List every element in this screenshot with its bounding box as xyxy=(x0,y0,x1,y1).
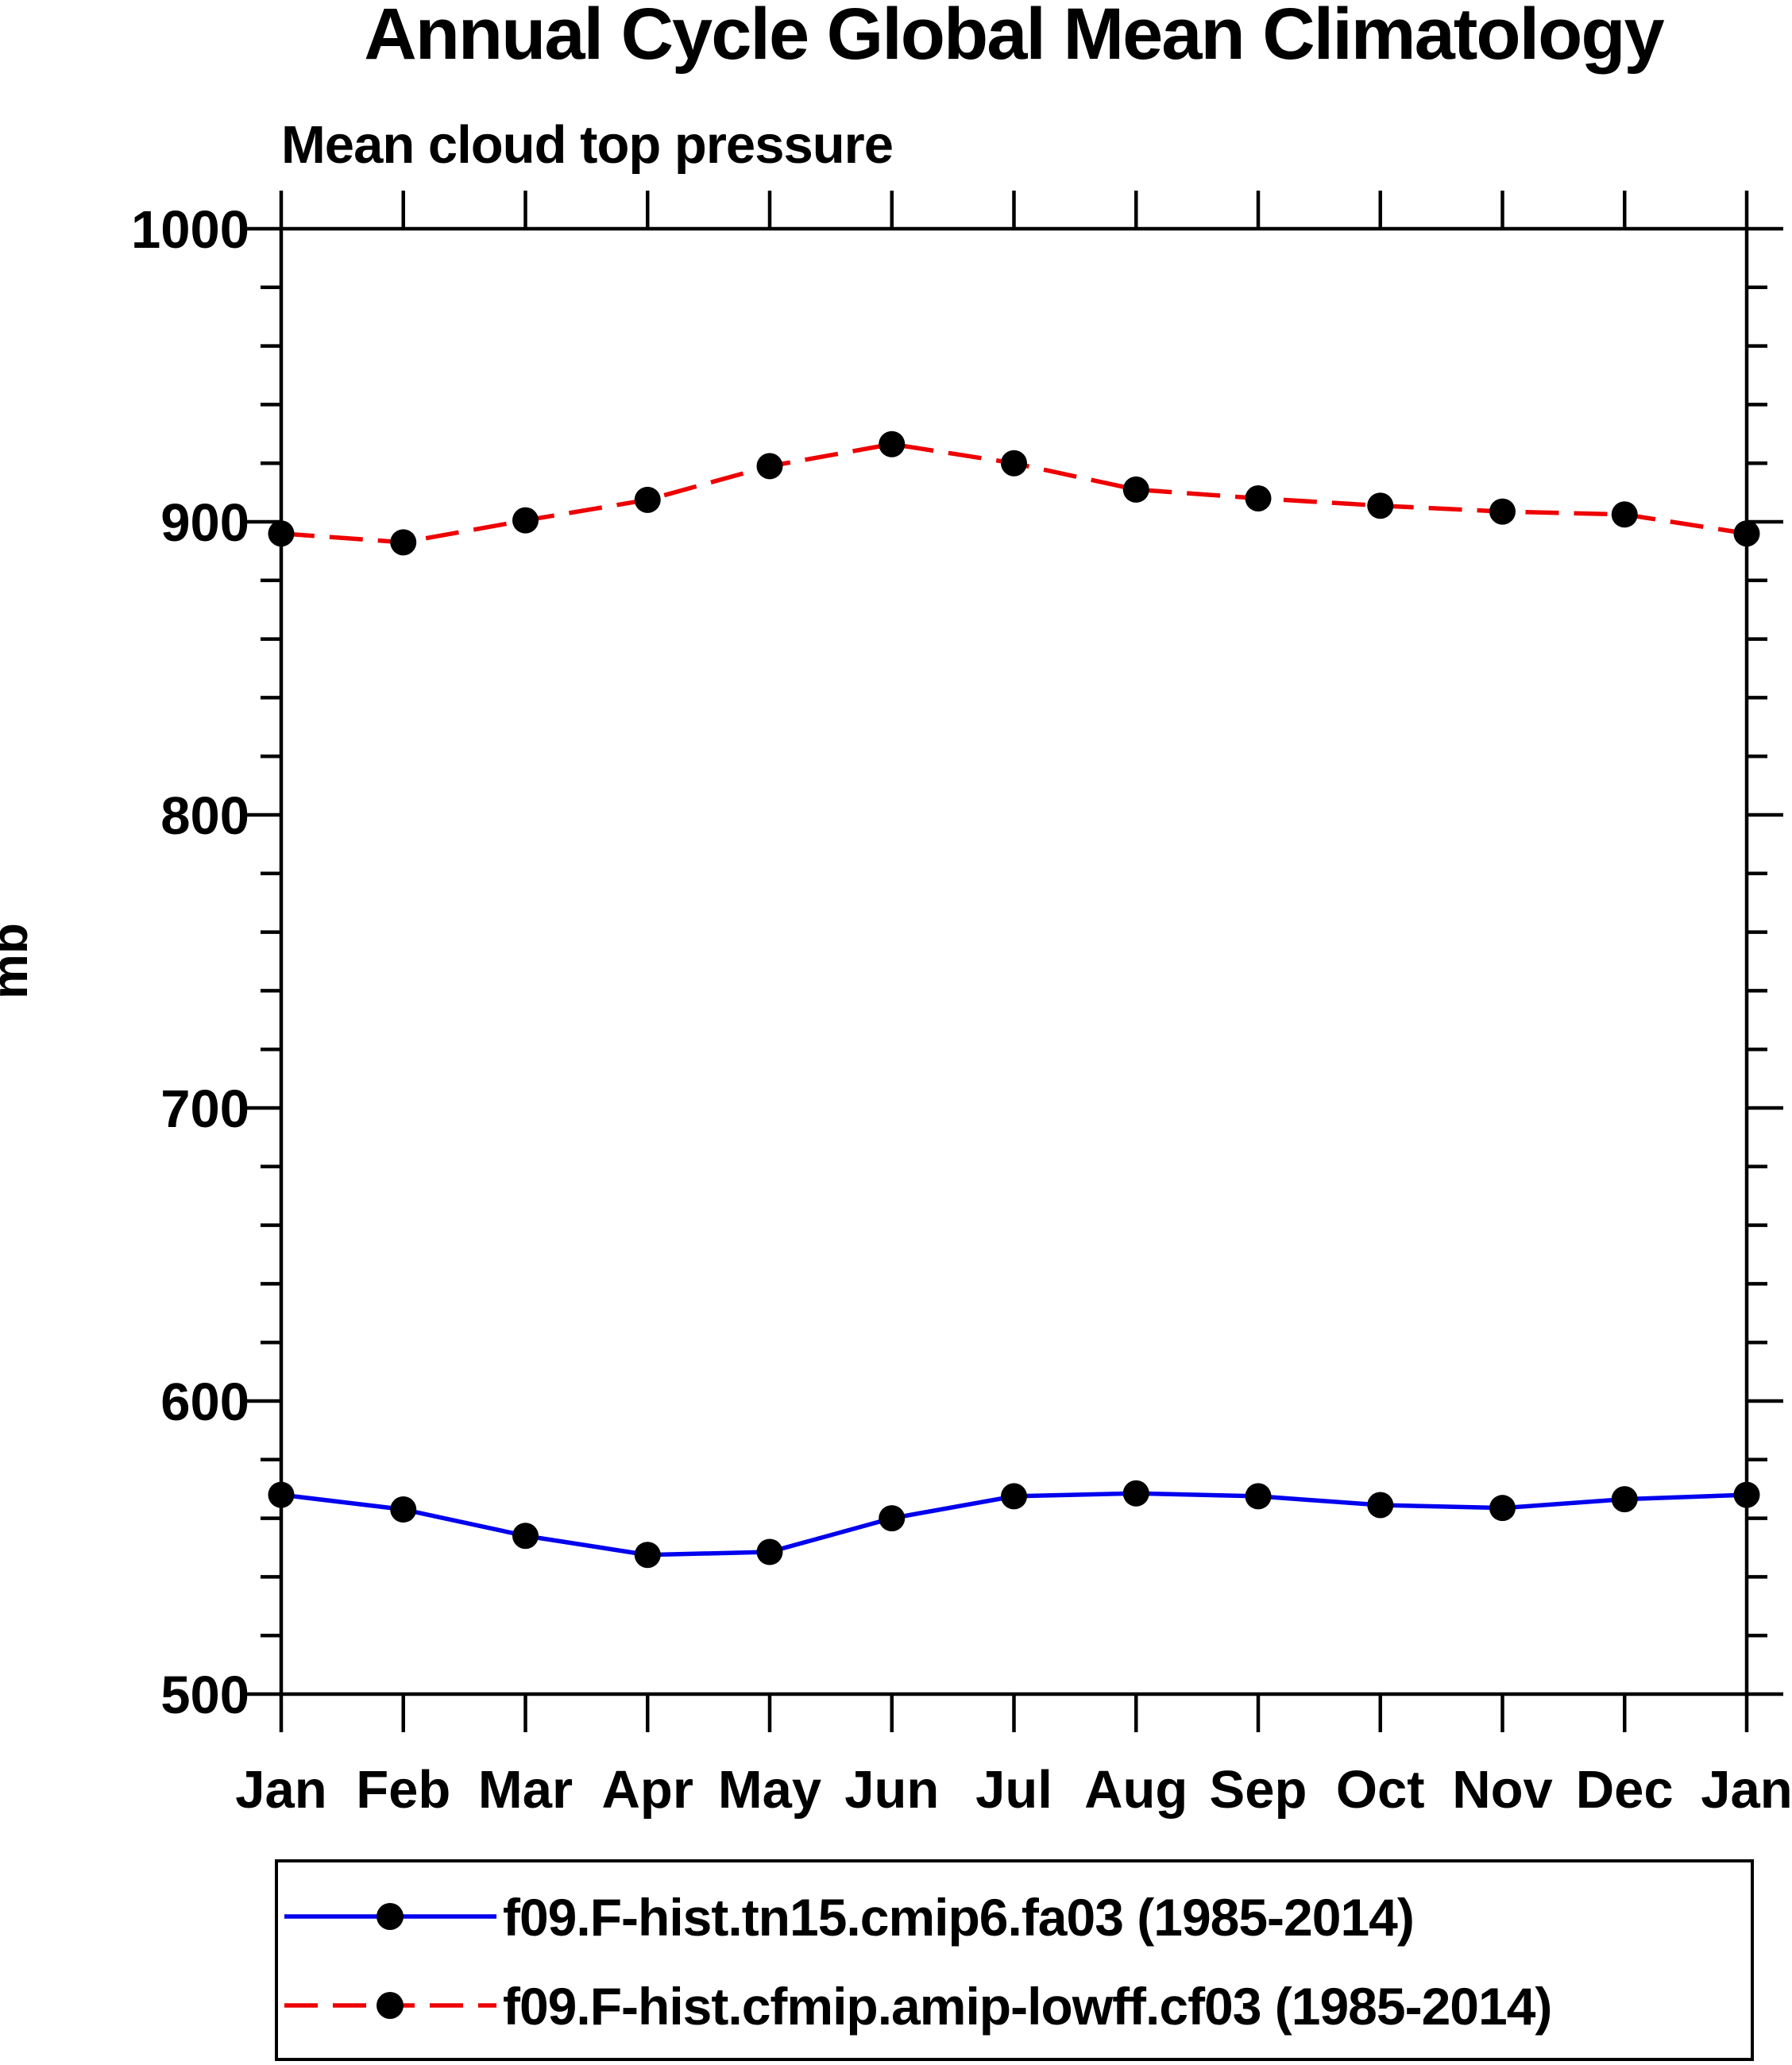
legend-entry-label-1: f09.F-hist.tn15.cmip6.fa03 (1985-2014) xyxy=(503,1888,1414,1947)
x-tick-label: Jul xyxy=(975,1760,1052,1820)
data-point-marker xyxy=(1733,1481,1760,1508)
y-tick-label: 700 xyxy=(160,1079,249,1139)
plot-frame xyxy=(279,226,1749,1696)
data-point-marker xyxy=(634,1542,661,1569)
data-point-marker xyxy=(512,507,539,534)
x-tick-label: Feb xyxy=(356,1760,450,1820)
y-tick-label: 500 xyxy=(160,1666,249,1725)
data-point-marker xyxy=(1367,492,1394,519)
data-point-marker xyxy=(1245,1483,1272,1510)
data-point-marker xyxy=(268,520,295,547)
data-point-marker xyxy=(1001,450,1027,477)
legend-marker-sample xyxy=(377,1992,404,2019)
data-point-marker xyxy=(879,430,906,457)
data-point-marker xyxy=(1122,1480,1149,1507)
data-point-marker xyxy=(1245,484,1272,511)
y-tick-label: 600 xyxy=(160,1372,249,1432)
data-point-marker xyxy=(1611,1486,1638,1513)
data-point-marker xyxy=(756,1538,783,1565)
data-point-marker xyxy=(634,486,661,513)
data-point-marker xyxy=(756,453,783,480)
data-point-marker xyxy=(268,1481,295,1508)
data-point-marker xyxy=(1489,1495,1516,1522)
y-tick-label: 900 xyxy=(160,493,249,553)
legend-box xyxy=(275,1859,1754,2061)
legend-entry-label-2: f09.F-hist.cfmip.amip-lowff.cf03 (1985-2… xyxy=(503,1977,1551,2036)
data-point-marker xyxy=(512,1523,539,1550)
axis-ticks xyxy=(245,191,1783,1732)
legend: f09.F-hist.tn15.cmip6.fa03 (1985-2014) f… xyxy=(275,1859,1754,2061)
chart-subtitle: Mean cloud top pressure xyxy=(281,115,893,175)
x-axis-tick-labels: Jan Feb Mar Apr May Jun Jul Aug Sep Oct Nov Dec Jan xyxy=(235,1760,1792,1820)
x-tick-label: Jan xyxy=(1701,1760,1792,1820)
data-point-marker xyxy=(390,529,417,556)
y-tick-label: 1000 xyxy=(131,200,249,260)
y-axis-tick-labels: 1000 900 800 700 600 500 xyxy=(131,200,249,1725)
x-tick-label: Nov xyxy=(1452,1760,1553,1820)
x-tick-label: Sep xyxy=(1210,1760,1307,1820)
data-point-marker xyxy=(879,1505,906,1532)
data-point-marker xyxy=(1122,476,1149,503)
chart-title: Annual Cycle Global Mean Climatology xyxy=(364,0,1664,75)
data-point-marker xyxy=(1367,1492,1394,1519)
x-tick-label: May xyxy=(718,1760,821,1820)
x-tick-label: Oct xyxy=(1336,1760,1425,1820)
legend-symbols xyxy=(284,1903,496,2019)
x-tick-label: Dec xyxy=(1576,1760,1674,1820)
y-tick-label: 800 xyxy=(160,786,249,846)
x-tick-label: Apr xyxy=(602,1760,693,1820)
data-point-marker xyxy=(1611,501,1638,528)
x-tick-label: Jun xyxy=(844,1760,939,1820)
x-tick-label: Jan xyxy=(235,1760,326,1820)
x-tick-label: Mar xyxy=(478,1760,573,1820)
y-axis-unit-label: mb xyxy=(0,923,38,999)
data-point-marker xyxy=(1489,498,1516,525)
data-point-marker xyxy=(390,1496,417,1523)
x-tick-label: Aug xyxy=(1084,1760,1188,1820)
data-series xyxy=(268,430,1760,1569)
legend-marker-sample xyxy=(377,1903,404,1930)
data-point-marker xyxy=(1001,1483,1027,1510)
data-point-marker xyxy=(1733,520,1760,547)
